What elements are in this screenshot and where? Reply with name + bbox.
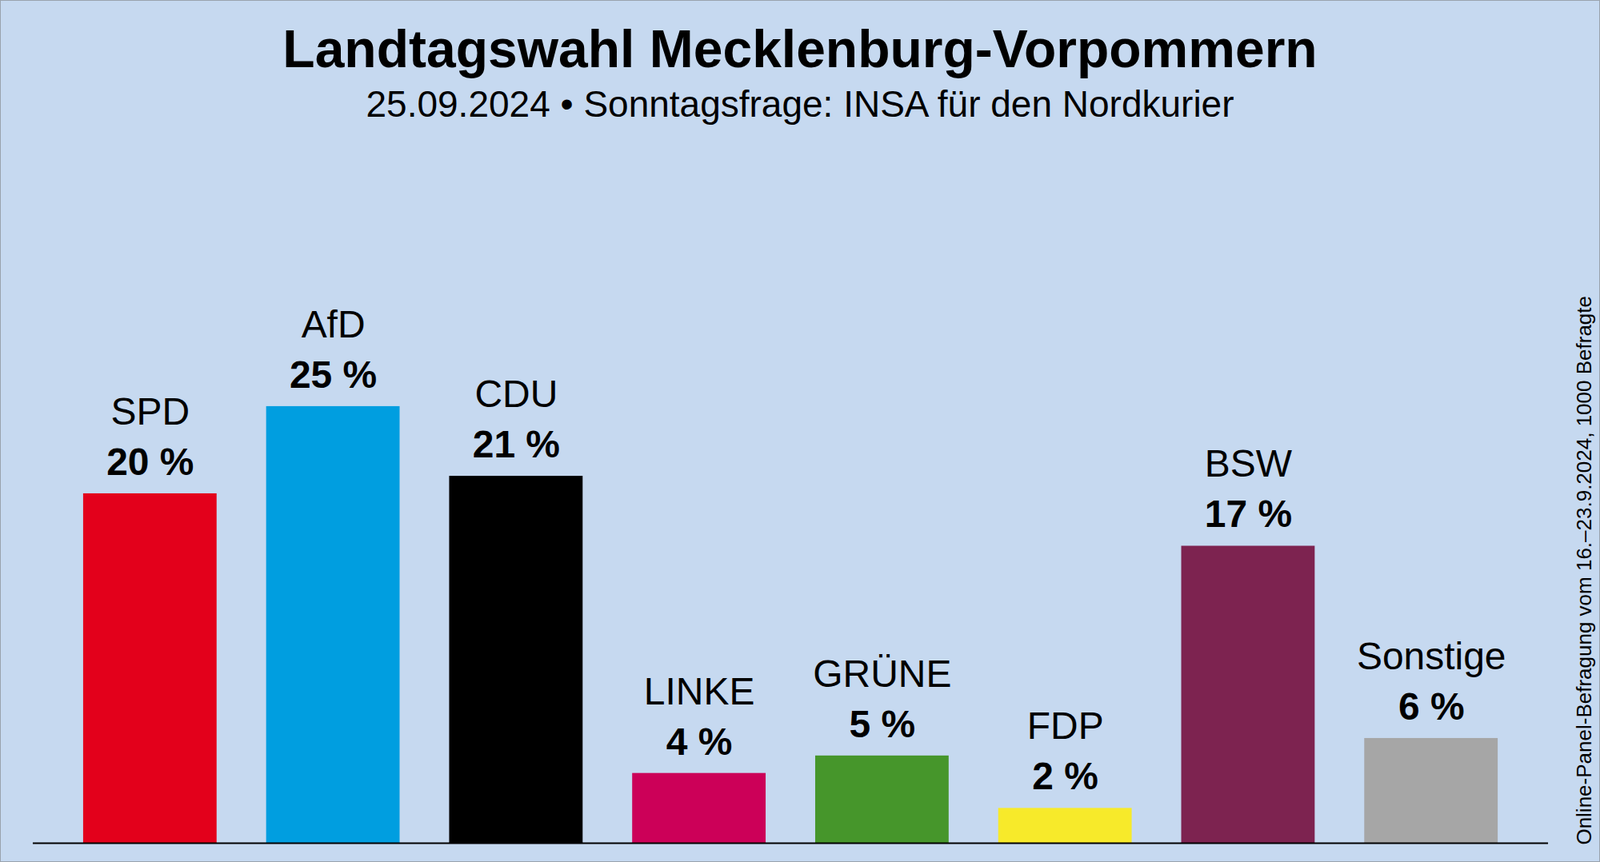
svg-text:LINKE: LINKE <box>644 670 756 713</box>
svg-text:21 %: 21 % <box>472 423 560 466</box>
html-text:Landtagswahl Mecklenburg-Vorpo: Landtagswahl Mecklenburg-Vorpommern <box>282 19 1318 79</box>
svg-text:Sonstige: Sonstige <box>1356 635 1507 678</box>
svg-text:SPD: SPD <box>111 390 191 433</box>
html-text:Online-Panel-Befragung vom 16.: Online-Panel-Befragung vom 16.–23.9.2024… <box>1572 296 1596 846</box>
svg-text:FDP: FDP <box>1027 704 1104 748</box>
svg-text:GRÜNE: GRÜNE <box>812 652 952 696</box>
svg-text:5 %: 5 % <box>849 703 916 746</box>
svg-text:4 %: 4 % <box>666 720 733 764</box>
svg-text:6 %: 6 % <box>1398 685 1465 728</box>
svg-text:BSW: BSW <box>1204 442 1293 485</box>
html-text:25.09.2024 • Sonntagsfrage: IN: 25.09.2024 • Sonntagsfrage: INSA für den… <box>366 83 1234 125</box>
svg-text:25 %: 25 % <box>289 353 377 396</box>
svg-text:2 %: 2 % <box>1032 755 1099 798</box>
svg-text:AfD: AfD <box>301 303 366 346</box>
svg-text:CDU: CDU <box>474 372 558 416</box>
svg-text:17 %: 17 % <box>1204 492 1292 536</box>
svg-text:20 %: 20 % <box>106 440 194 484</box>
